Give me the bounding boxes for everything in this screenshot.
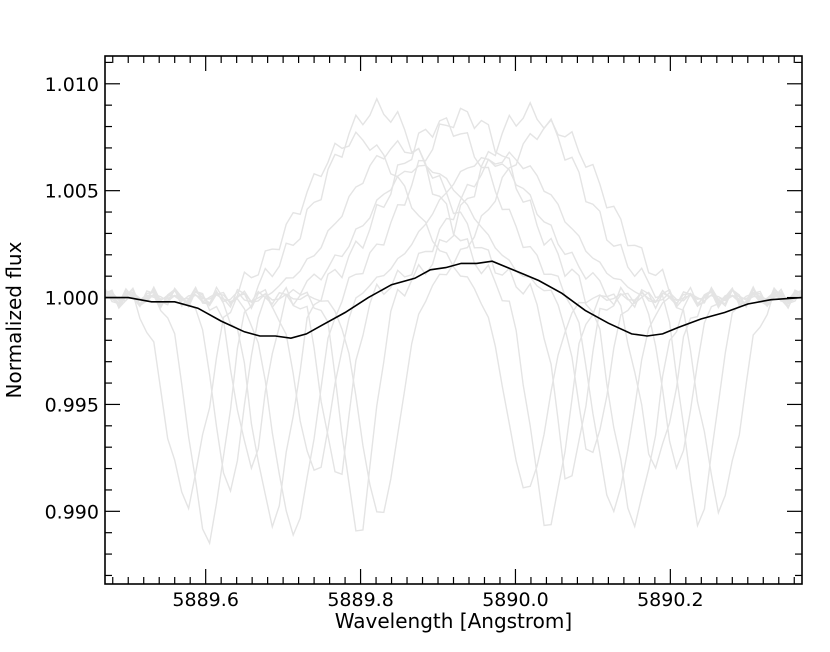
axis-ticks: [105, 56, 802, 584]
x-tick-label: 5889.8: [327, 589, 393, 611]
individual-spectrum-line: [104, 116, 803, 530]
mean-spectrum-line: [105, 260, 803, 340]
individual-spectrum-line: [104, 156, 803, 472]
plot-frame: [104, 55, 803, 585]
y-tick-label: 0.995: [45, 394, 99, 416]
x-tick-label: 5890.0: [482, 589, 548, 611]
y-axis-label: Normalized flux: [2, 241, 26, 398]
y-tick-label: 1.005: [45, 181, 99, 203]
x-tick-label: 5889.6: [172, 589, 238, 611]
individual-spectrum-line: [104, 151, 803, 476]
mean-spectrum: [105, 260, 803, 340]
individual-spectrum-line: [104, 101, 803, 532]
y-tick-label: 1.010: [45, 74, 99, 96]
x-axis-label: Wavelength [Angstrom]: [335, 609, 572, 633]
individual-spectrum-line: [104, 107, 803, 538]
individual-spectrum-line: [104, 118, 803, 516]
individual-spectrum-line: [104, 164, 803, 471]
y-tick-label: 1.000: [45, 288, 99, 310]
y-tick-label: 0.990: [45, 501, 99, 523]
x-tick-label: 5890.2: [637, 589, 703, 611]
individual-spectra: [104, 97, 803, 546]
tick-labels: 5889.6 5889.8 5890.0 5890.2 0.990 0.995 1.000 1…: [45, 74, 704, 611]
individual-spectrum-line: [104, 139, 803, 494]
